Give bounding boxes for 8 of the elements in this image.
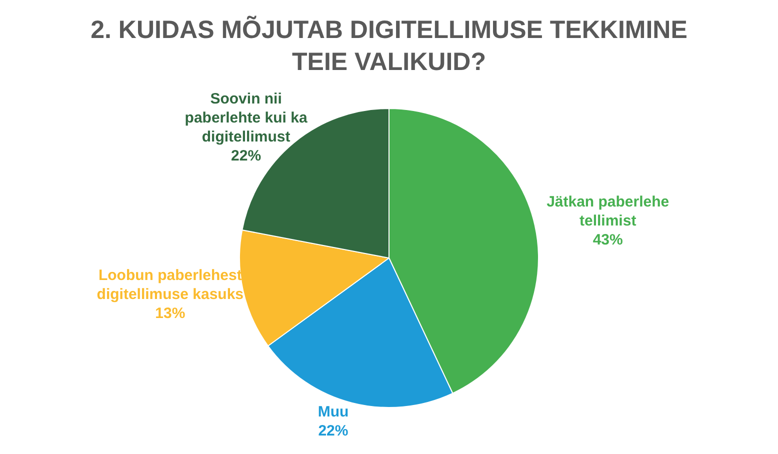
data-label: 13% <box>155 304 186 322</box>
data-label: 22% <box>231 147 262 164</box>
slice-label: Soovin nii paberlehte kui ka digitellimust <box>184 90 308 146</box>
chart-title: 2. KUIDAS MÕJUTAB DIGITELLIMUSE TEKKIMINE TEIE VALIKUID? <box>90 14 688 78</box>
slice-label: Muu <box>318 403 349 420</box>
data-label: 22% <box>318 422 348 440</box>
data-label: 43% <box>592 231 623 248</box>
slice-label: Jätkan paberlehe tellimist <box>546 193 670 230</box>
